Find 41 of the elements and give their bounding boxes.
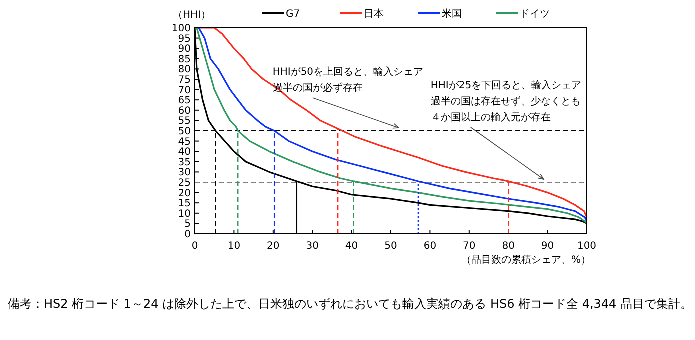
- y-tick-label: 30: [178, 168, 191, 179]
- legend-label: 日本: [364, 8, 384, 20]
- legend-label: 米国: [442, 8, 462, 20]
- legend-label: G7: [286, 9, 300, 20]
- x-tick-label: 90: [541, 241, 554, 252]
- x-tick-label: 20: [267, 241, 280, 252]
- x-tick-label: 0: [192, 241, 198, 252]
- x-tick-label: 80: [502, 241, 515, 252]
- y-tick-label: 60: [178, 106, 191, 117]
- y-axis-title: （HHI）: [173, 10, 211, 21]
- y-tick-label: 55: [178, 116, 191, 128]
- y-tick-label: 65: [178, 96, 191, 107]
- y-tick-label: 10: [178, 208, 191, 220]
- y-tick-label: 0: [184, 230, 191, 240]
- y-tick-label: 40: [178, 147, 191, 158]
- y-tick-label: 25: [178, 178, 191, 189]
- y-tick-label: 45: [178, 136, 191, 148]
- legend-label: ドイツ: [520, 9, 550, 20]
- x-tick-label: 70: [463, 241, 476, 252]
- note: HHIが25を下回ると、輸入シェア過半の国は存在せず、少なくとも４か国以上の輸入元が存在: [430, 80, 582, 180]
- x-axis-title: （品目数の累積シェア、%）: [461, 254, 591, 266]
- y-tick-label: 80: [178, 64, 191, 76]
- annotation: HHIが25を下回ると、輸入シェア過半の国は存在せず、少なくとも４か国以上の輸入元が存在: [430, 80, 582, 124]
- y-tick-label: 75: [178, 75, 191, 86]
- x-tick-label: 50: [384, 241, 398, 252]
- x-tick-label: 10: [228, 241, 241, 252]
- x-tick-label: 100: [577, 241, 597, 252]
- y-tick-label: 35: [178, 157, 191, 168]
- y-tick-label: 90: [178, 44, 191, 56]
- y-tick-label: 50: [178, 126, 191, 138]
- y-tick-label: 85: [178, 54, 191, 66]
- y-tick-label: 15: [178, 198, 191, 210]
- y-tick-label: 20: [178, 188, 191, 200]
- x-tick-label: 30: [306, 241, 319, 252]
- y-tick-label: 70: [178, 85, 191, 96]
- y-tick-label: 95: [178, 34, 191, 45]
- text: 備考：HS2 桁コード 1～24 は除外した上で、日米独のいずれにおいても輸入実績のある HS6 桁コード全 4,344 品目で集計。: [8, 297, 693, 311]
- x-tick-label: 60: [424, 241, 437, 252]
- x-tick-label: 40: [345, 241, 358, 252]
- y-tick-label: 5: [184, 219, 191, 230]
- y-tick-label: 100: [172, 24, 191, 34]
